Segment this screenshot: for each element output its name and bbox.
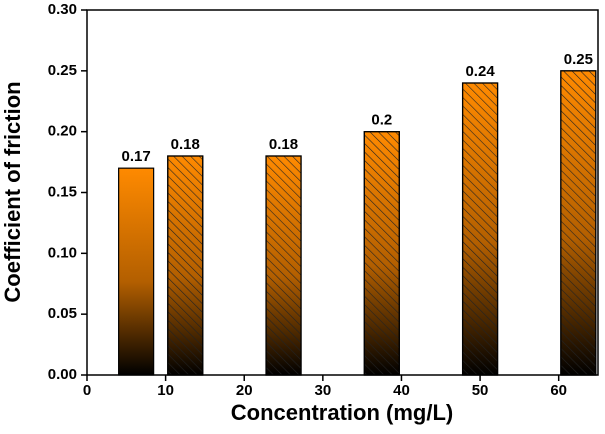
- value-label: 0.17: [122, 148, 151, 165]
- y-tick-label: 0.00: [48, 366, 77, 383]
- y-tick-label: 0.15: [48, 183, 77, 200]
- bar: [118, 167, 155, 376]
- y-tick-label: 0.05: [48, 305, 77, 322]
- x-tick-label: 0: [83, 382, 91, 399]
- bar-hatch: [363, 131, 400, 376]
- x-tick-label: 10: [157, 382, 174, 399]
- y-axis-title: Coefficient of friction: [0, 81, 25, 302]
- value-label: 0.18: [269, 136, 298, 153]
- bar-hatch: [560, 70, 597, 376]
- bar-hatch: [265, 155, 302, 376]
- y-tick-label: 0.30: [48, 1, 77, 18]
- value-label: 0.24: [465, 63, 495, 80]
- y-tick-label: 0.25: [48, 62, 77, 79]
- bar-hatch: [167, 155, 204, 376]
- y-tick-label: 0.10: [48, 244, 77, 261]
- plot-frame: [86, 9, 599, 376]
- x-tick-label: 60: [550, 382, 567, 399]
- x-tick-label: 30: [315, 382, 332, 399]
- value-label: 0.18: [171, 136, 200, 153]
- x-tick-label: 40: [393, 382, 410, 399]
- x-tick-label: 20: [236, 382, 253, 399]
- y-tick-label: 0.20: [48, 123, 77, 140]
- value-label: 0.25: [564, 51, 593, 68]
- value-label: 0.2: [371, 112, 392, 129]
- x-tick-label: 50: [472, 382, 489, 399]
- bar-hatch: [461, 82, 499, 376]
- x-axis-title: Concentration (mg/L): [231, 400, 453, 425]
